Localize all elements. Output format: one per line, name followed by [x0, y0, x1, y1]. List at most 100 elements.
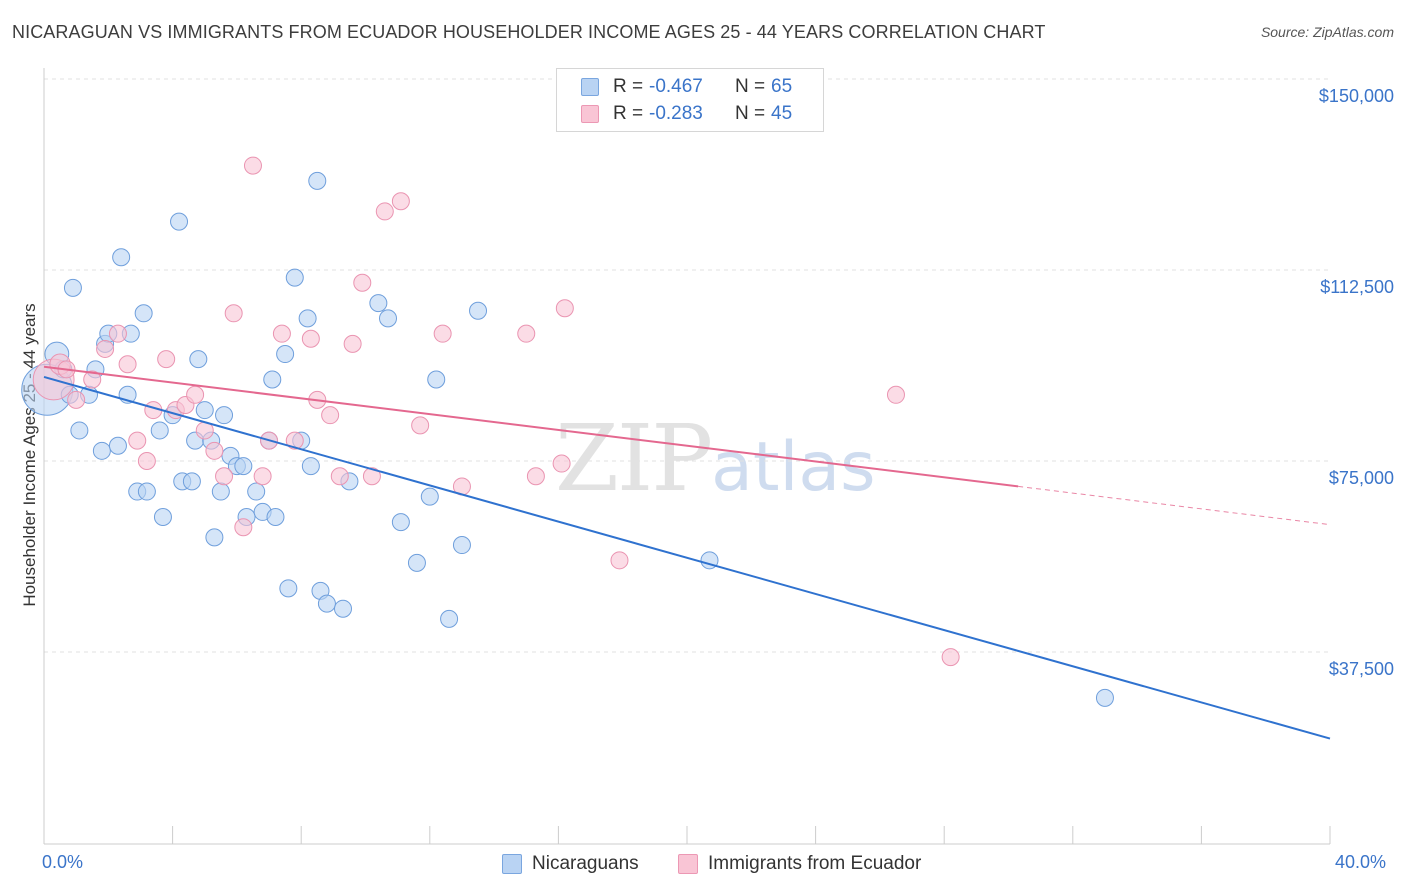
ecuador-point	[375, 202, 394, 221]
ecuador-point	[555, 299, 574, 318]
nicaraguan-point	[108, 436, 127, 455]
nicaraguan-point	[308, 171, 327, 190]
ecuador-point	[186, 385, 205, 404]
ecuador-point	[272, 324, 291, 343]
nicaraguan-point	[150, 421, 169, 440]
y-tick-label: $75,000	[1328, 468, 1394, 488]
nicaraguan-point	[134, 304, 153, 323]
ecuador-point	[83, 370, 102, 389]
chart-title: NICARAGUAN VS IMMIGRANTS FROM ECUADOR HO…	[12, 22, 1046, 42]
ecuador-point	[517, 324, 536, 343]
ecuador-trend-line	[43, 365, 1019, 488]
legend-r-value: -0.283	[649, 103, 703, 124]
nicaraguan-point	[215, 406, 234, 425]
ecuador-point	[526, 467, 545, 486]
nicaraguan-point	[205, 528, 224, 547]
y-tick-label: $37,500	[1328, 659, 1394, 679]
legend-r-label: R =	[613, 103, 644, 124]
x-tick-label-max: 40.0%	[1335, 852, 1387, 872]
ecuador-point	[411, 416, 430, 435]
nicaraguan-point	[234, 457, 253, 476]
source-label: Source: ZipAtlas.com	[1260, 24, 1394, 40]
ecuador-point	[253, 467, 272, 486]
nicaraguan-point	[182, 472, 201, 491]
ecuador-point	[243, 156, 262, 175]
nicaraguan-point	[333, 599, 352, 618]
nicaraguan-point	[301, 457, 320, 476]
nicaraguan-trend-line	[43, 375, 1331, 740]
watermark-zip: ZIP	[555, 405, 713, 512]
legend-label: Nicaraguans	[532, 853, 639, 874]
nicaraguan-point	[469, 301, 488, 320]
nicaraguan-point	[276, 345, 295, 364]
nicaraguan-point	[379, 309, 398, 328]
legend-label: Immigrants from Ecuador	[708, 853, 922, 874]
ecuador-point	[157, 350, 176, 369]
ecuador-point	[886, 385, 905, 404]
nicaraguan-point	[70, 421, 89, 440]
nicaraguan-point	[440, 609, 459, 628]
ecuador-point	[610, 551, 629, 570]
watermark-atlas: atlas	[711, 428, 876, 507]
ecuador-trend-line-extension	[1018, 485, 1331, 526]
nicaraguan-point	[266, 508, 285, 527]
ecuador-point	[433, 324, 452, 343]
ecuador-point	[285, 431, 304, 450]
nicaraguan-point	[153, 508, 172, 527]
ecuador-point	[224, 304, 243, 323]
nicaraguan-point	[285, 268, 304, 287]
ecuador-point	[215, 467, 234, 486]
legend-r-label: R =	[613, 76, 644, 97]
legend-n-value: 65	[771, 76, 793, 97]
nicaraguan-point	[1095, 688, 1114, 707]
legend-swatch-pink	[678, 854, 698, 874]
nicaraguan-point	[189, 350, 208, 369]
ecuador-point	[343, 334, 362, 353]
nicaraguan-point	[407, 553, 426, 572]
y-tick-label: $112,500	[1320, 277, 1394, 297]
ecuador-point	[353, 273, 372, 292]
ecuador-point	[234, 518, 253, 537]
y-tick-label: $150,000	[1318, 86, 1394, 106]
nicaraguan-point	[170, 212, 189, 231]
ecuador-point	[330, 467, 349, 486]
nicaraguan-point	[427, 370, 446, 389]
nicaraguan-point	[452, 536, 471, 555]
ecuador-point	[362, 467, 381, 486]
nicaraguan-point	[298, 309, 317, 328]
ecuador-point	[108, 324, 127, 343]
watermark: ZIPatlas	[555, 405, 876, 512]
stats-legend: R = -0.467 N = 65 R = -0.283 N = 45	[556, 68, 824, 132]
nicaraguan-point	[63, 278, 82, 297]
nicaraguan-point	[112, 248, 131, 267]
ecuador-point	[118, 355, 137, 374]
legend-n-label: N =	[735, 103, 766, 124]
nicaraguan-point	[92, 441, 111, 460]
x-tick-label-min: 0.0%	[42, 852, 84, 872]
ecuador-point	[941, 648, 960, 667]
legend-swatch-blue	[581, 78, 599, 96]
nicaraguan-point	[279, 579, 298, 598]
nicaraguan-point	[247, 482, 266, 501]
nicaraguan-point	[317, 594, 336, 613]
nicaraguan-point	[391, 513, 410, 532]
ecuador-point	[552, 454, 571, 473]
legend-n-value: 45	[771, 103, 793, 124]
ecuador-point	[321, 406, 340, 425]
ecuador-point	[391, 192, 410, 211]
nicaraguan-point	[211, 482, 230, 501]
legend-swatch-pink	[581, 105, 599, 123]
nicaraguan-point	[137, 482, 156, 501]
legend-r-value: -0.467	[649, 76, 703, 97]
legend-swatch-blue	[502, 854, 522, 874]
nicaraguan-point	[420, 487, 439, 506]
ecuador-point	[96, 339, 115, 358]
nicaraguan-point	[263, 370, 282, 389]
ecuador-point	[301, 329, 320, 348]
ecuador-point	[128, 431, 147, 450]
ecuador-point	[67, 390, 86, 409]
legend-n-label: N =	[735, 76, 766, 97]
ecuador-point	[137, 452, 156, 470]
nicaraguan-point	[195, 401, 214, 420]
